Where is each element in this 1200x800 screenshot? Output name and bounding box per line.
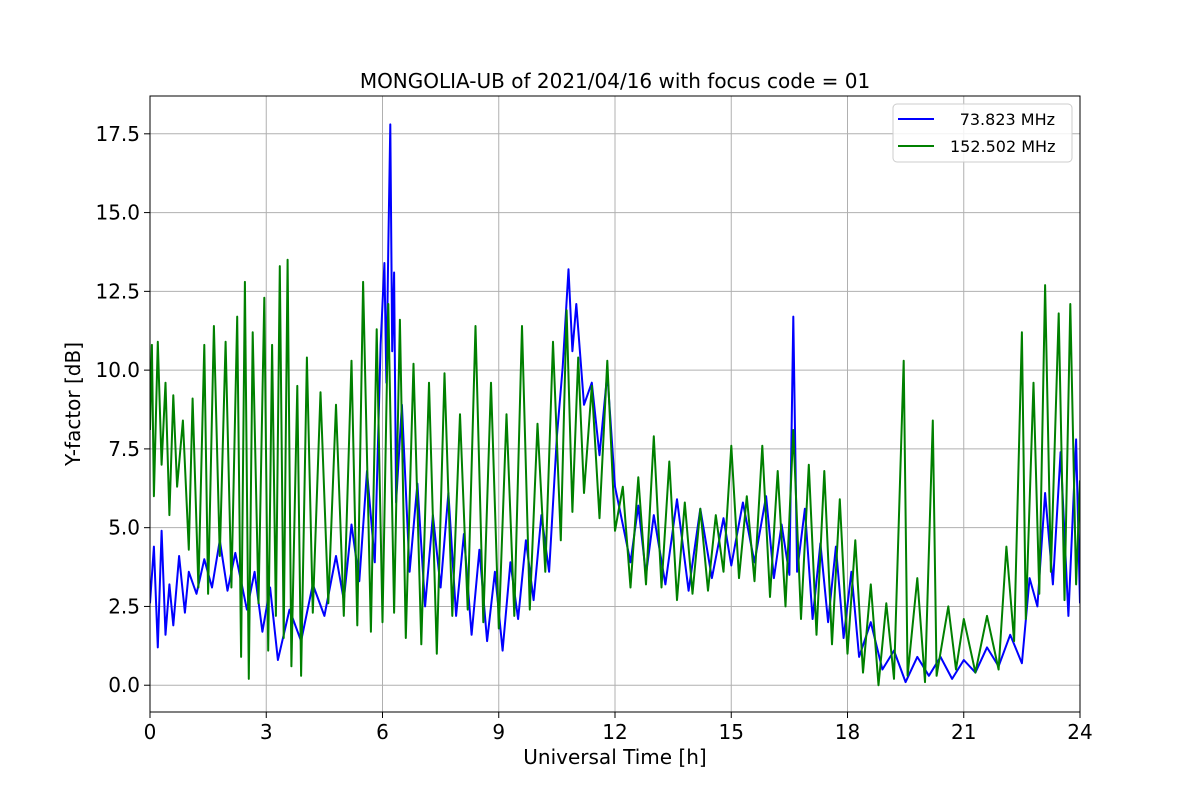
legend-label-series-2: 152.502 MHz — [950, 137, 1055, 156]
series-lines — [150, 123, 1080, 687]
x-tick-label: 0 — [144, 720, 157, 744]
legend-label-series-1: 73.823 MHz — [960, 110, 1055, 129]
x-tick-label: 6 — [376, 720, 389, 744]
y-tick-label: 12.5 — [95, 279, 140, 303]
x-tick-label: 18 — [835, 720, 860, 744]
x-tick-label: 9 — [492, 720, 505, 744]
y-tick-label: 5.0 — [108, 516, 140, 540]
y-tick-label: 10.0 — [95, 358, 140, 382]
y-tick-label: 15.0 — [95, 201, 140, 225]
y-tick-label: 7.5 — [108, 437, 140, 461]
x-tick-label: 21 — [951, 720, 976, 744]
y-tick-label: 0.0 — [108, 673, 140, 697]
legend: 73.823 MHz 152.502 MHz — [892, 103, 1073, 163]
y-tick-label: 17.5 — [95, 122, 140, 146]
chart-title: MONGOLIA-UB of 2021/04/16 with focus cod… — [360, 69, 870, 93]
legend-box — [892, 103, 1073, 163]
y-axis-label: Y-factor [dB] — [61, 342, 85, 467]
y-tick-label: 2.5 — [108, 594, 140, 618]
series-line-2 — [150, 258, 1080, 687]
x-tick-label: 12 — [602, 720, 627, 744]
y-axis: 0.0 2.5 5.0 7.5 10.0 12.5 15.0 17.5 — [95, 122, 150, 697]
x-axis-label: Universal Time [h] — [523, 745, 706, 769]
x-axis: 0 3 6 9 12 15 18 21 24 — [144, 712, 1093, 744]
x-tick-label: 15 — [719, 720, 744, 744]
x-tick-label: 24 — [1067, 720, 1092, 744]
x-tick-label: 3 — [260, 720, 273, 744]
